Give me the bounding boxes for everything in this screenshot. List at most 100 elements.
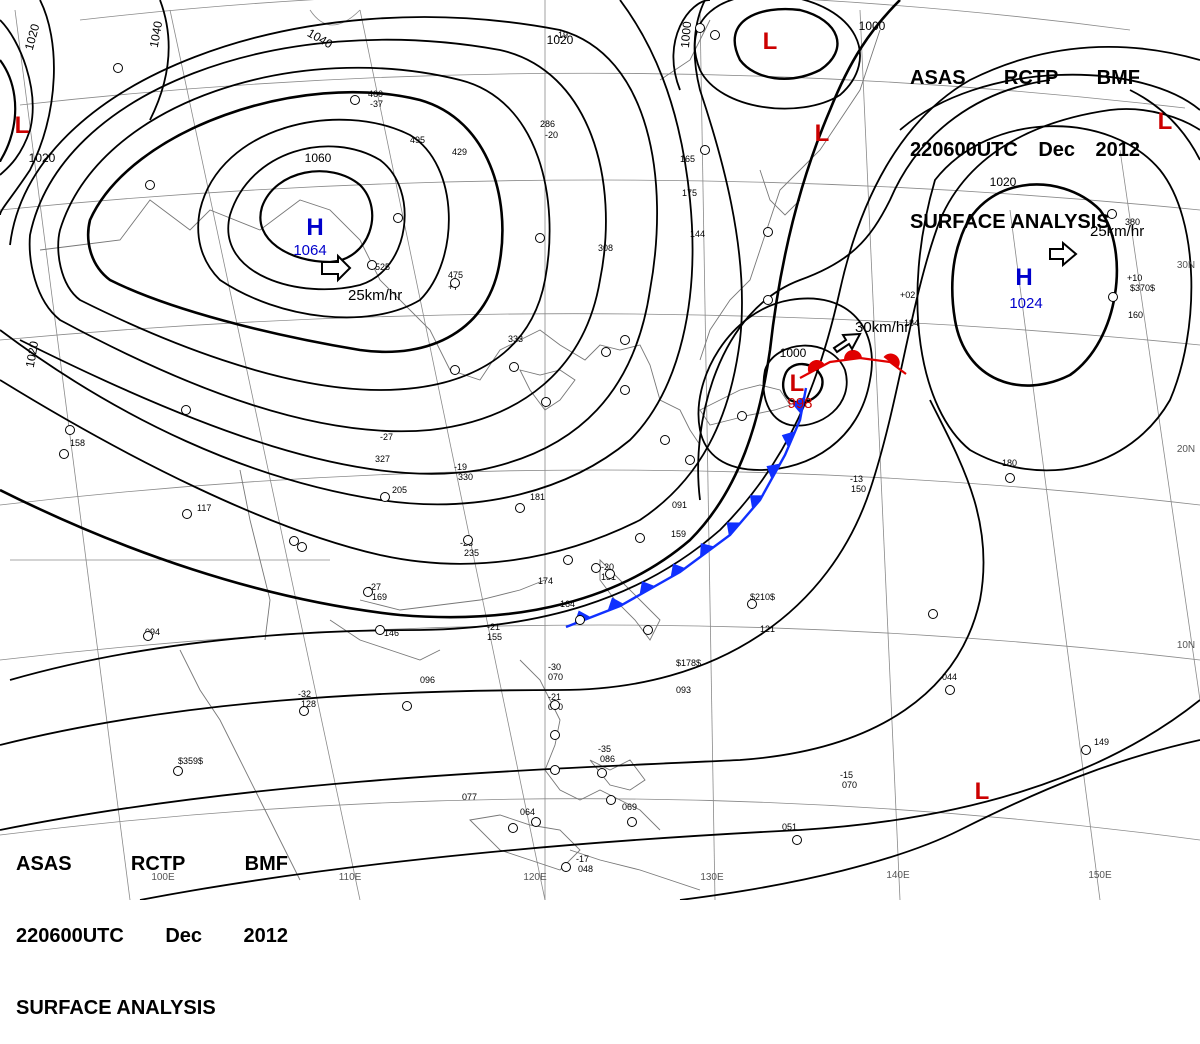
station-circle xyxy=(928,609,938,619)
station-value: 495 xyxy=(410,135,425,145)
low-center-symbol: L xyxy=(1158,108,1173,135)
station-circle xyxy=(620,385,630,395)
station-circle xyxy=(792,835,802,845)
motion-arrows xyxy=(321,240,1078,354)
header-bottom-office: BMF xyxy=(244,853,288,875)
station-value: -19 xyxy=(454,462,467,472)
station-circle xyxy=(393,213,403,223)
longitude-label: 150E xyxy=(1088,870,1112,881)
station-value: 077 xyxy=(462,792,477,802)
station-circle xyxy=(1107,209,1117,219)
cold-front-triangle xyxy=(781,431,796,448)
station-value: -17 xyxy=(576,854,589,864)
station-circle xyxy=(450,278,460,288)
station-value: 093 xyxy=(676,685,691,695)
station-plots: 460-37475+7525495429286-2016517514430833… xyxy=(59,23,1155,874)
low-center-symbol: L xyxy=(975,778,990,805)
header-top-station: RCTP xyxy=(1003,67,1059,89)
station-circle xyxy=(550,730,560,740)
station-circle xyxy=(182,509,192,519)
warm-front-semicircle xyxy=(807,360,825,374)
cold-front-triangle xyxy=(766,463,781,480)
station-circle xyxy=(737,411,747,421)
station-circle xyxy=(450,365,460,375)
isobar-label: 1020 xyxy=(547,33,574,47)
longitude-label: 100E xyxy=(151,872,175,883)
station-circle xyxy=(143,631,153,641)
cold-front-triangle xyxy=(639,581,656,595)
station-circle xyxy=(350,95,360,105)
station-circle xyxy=(113,63,123,73)
station-circle xyxy=(550,700,560,710)
station-circle xyxy=(367,260,377,270)
center-motion-label: 30km/hr xyxy=(855,319,909,336)
station-circle xyxy=(380,492,390,502)
isobar-label: 1000 xyxy=(859,19,886,33)
isobar-label: 1000 xyxy=(678,20,694,48)
station-circle xyxy=(145,180,155,190)
low-center-symbol: L xyxy=(815,120,830,147)
warm-front-semicircle xyxy=(883,353,900,368)
station-value: 525 xyxy=(375,262,390,272)
high-center-symbol: H xyxy=(1015,264,1032,291)
station-circle xyxy=(606,795,616,805)
station-circle xyxy=(685,455,695,465)
station-value: -35 xyxy=(598,744,611,754)
header-bottom-agency: ASAS xyxy=(16,853,72,875)
cold-front-triangle xyxy=(726,522,741,537)
header-top-month: Dec xyxy=(1038,139,1076,161)
header-top-agency: ASAS xyxy=(910,67,966,89)
station-value: 117 xyxy=(197,503,211,513)
station-value: 475 xyxy=(448,270,463,280)
station-circle xyxy=(561,862,571,872)
station-value: -27 xyxy=(368,582,381,592)
center-motion-label: 25km/hr xyxy=(348,287,402,304)
station-circle xyxy=(1108,292,1118,302)
station-value: $370$ xyxy=(1130,283,1155,293)
station-value: 181 xyxy=(530,492,545,502)
station-circle xyxy=(363,587,373,597)
station-value: -19 xyxy=(555,30,568,40)
station-value: 333 xyxy=(508,334,523,344)
station-circle xyxy=(531,817,541,827)
longitude-label: 120E xyxy=(523,872,547,883)
station-value: 159 xyxy=(671,529,686,539)
station-circle xyxy=(597,768,607,778)
station-value: -20 xyxy=(601,562,614,572)
station-circle xyxy=(945,685,955,695)
station-value: 460 xyxy=(368,89,383,99)
station-circle xyxy=(550,765,560,775)
station-value: 169 xyxy=(372,592,387,602)
station-circle xyxy=(660,435,670,445)
longitude-label: 130E xyxy=(700,872,724,883)
station-value: 086 xyxy=(600,754,615,764)
grid-labels: 30N 20N 10N 110E 120E 130E 140E 150E 100E xyxy=(151,260,1195,883)
latitude-label: 30N xyxy=(1177,260,1195,271)
center-pressure-value: 998 xyxy=(787,395,812,412)
station-circle xyxy=(375,625,385,635)
station-value: 070 xyxy=(842,780,857,790)
station-circle xyxy=(173,766,183,776)
station-value: -27 xyxy=(380,432,393,442)
station-value: +10 xyxy=(1127,273,1142,283)
cold-front-triangle xyxy=(749,495,764,510)
station-value: 175 xyxy=(682,188,697,198)
cold-front-line xyxy=(565,387,808,629)
station-value: 094 xyxy=(145,627,160,637)
latitude-label: 20N xyxy=(1177,444,1195,455)
station-value: 121 xyxy=(760,624,775,634)
fronts xyxy=(565,349,907,629)
station-value: $210$ xyxy=(750,592,775,602)
header-top-year: 2012 xyxy=(1095,139,1140,161)
cold-front-triangle xyxy=(670,563,687,578)
header-bottom-month: Dec xyxy=(165,925,203,947)
station-circle xyxy=(575,615,585,625)
station-circle xyxy=(297,542,307,552)
station-circle xyxy=(563,555,573,565)
header-bottom-title: SURFACE ANALYSIS xyxy=(16,997,216,1019)
station-circle xyxy=(747,599,757,609)
high-center-symbol: H xyxy=(306,214,323,241)
longitude-label: 110E xyxy=(339,872,362,883)
station-value: 044 xyxy=(942,672,957,682)
station-value: 155 xyxy=(487,632,502,642)
